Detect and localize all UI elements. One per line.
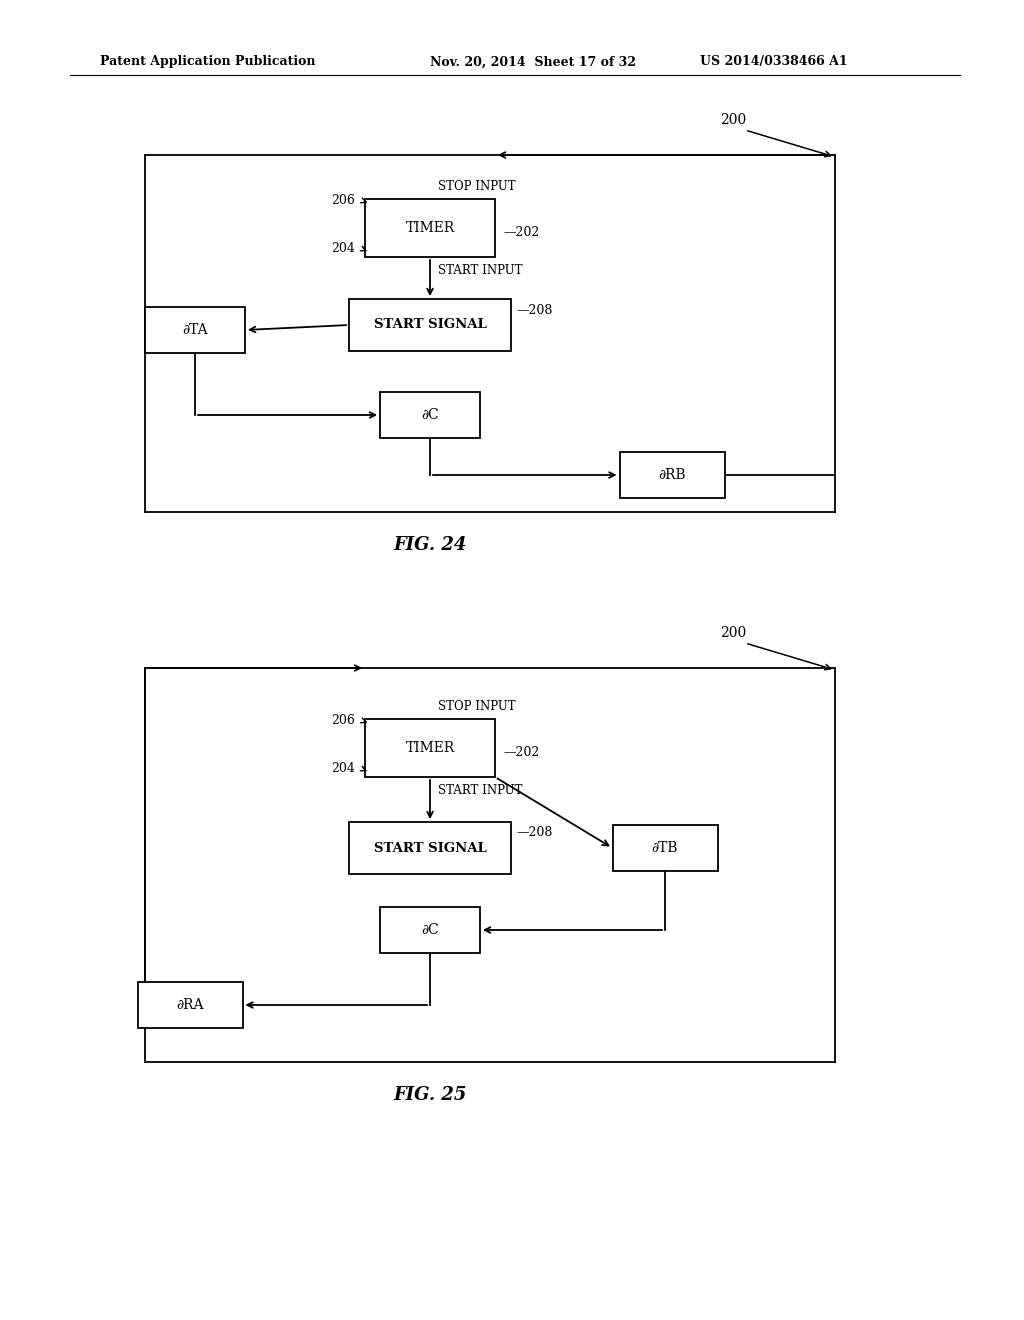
Bar — [380, 392, 480, 438]
Text: START INPUT: START INPUT — [438, 784, 522, 797]
Text: —208: —208 — [516, 826, 552, 840]
Text: ∂RA: ∂RA — [176, 998, 204, 1012]
Bar — [349, 822, 511, 874]
Text: 206: 206 — [331, 714, 355, 726]
Text: —202: —202 — [503, 227, 540, 239]
Text: 200: 200 — [720, 114, 746, 127]
Text: ∂TA: ∂TA — [182, 323, 208, 337]
Text: 206: 206 — [331, 194, 355, 206]
Bar — [620, 451, 725, 498]
Text: ∂TB: ∂TB — [651, 841, 678, 855]
Text: STOP INPUT: STOP INPUT — [438, 181, 516, 194]
Text: TIMER: TIMER — [406, 220, 455, 235]
Text: START SIGNAL: START SIGNAL — [374, 318, 486, 331]
Text: STOP INPUT: STOP INPUT — [438, 701, 516, 714]
Bar — [349, 300, 511, 351]
Bar — [145, 308, 245, 352]
Text: FIG. 25: FIG. 25 — [393, 1086, 467, 1104]
Text: TIMER: TIMER — [406, 741, 455, 755]
Bar — [137, 982, 243, 1028]
Text: START SIGNAL: START SIGNAL — [374, 842, 486, 854]
Text: 204: 204 — [331, 762, 355, 775]
Text: Patent Application Publication: Patent Application Publication — [100, 55, 315, 69]
Text: START INPUT: START INPUT — [438, 264, 522, 277]
Text: 204: 204 — [331, 242, 355, 255]
Text: ∂C: ∂C — [421, 408, 439, 422]
Bar — [365, 199, 495, 257]
Text: ∂RB: ∂RB — [658, 469, 686, 482]
Bar — [612, 825, 718, 871]
Text: US 2014/0338466 A1: US 2014/0338466 A1 — [700, 55, 848, 69]
Text: FIG. 24: FIG. 24 — [393, 536, 467, 554]
Bar — [380, 907, 480, 953]
Text: Nov. 20, 2014  Sheet 17 of 32: Nov. 20, 2014 Sheet 17 of 32 — [430, 55, 636, 69]
Text: —202: —202 — [503, 747, 540, 759]
Text: ∂C: ∂C — [421, 923, 439, 937]
Text: 200: 200 — [720, 626, 746, 640]
Text: —208: —208 — [516, 304, 552, 317]
Bar — [365, 719, 495, 777]
